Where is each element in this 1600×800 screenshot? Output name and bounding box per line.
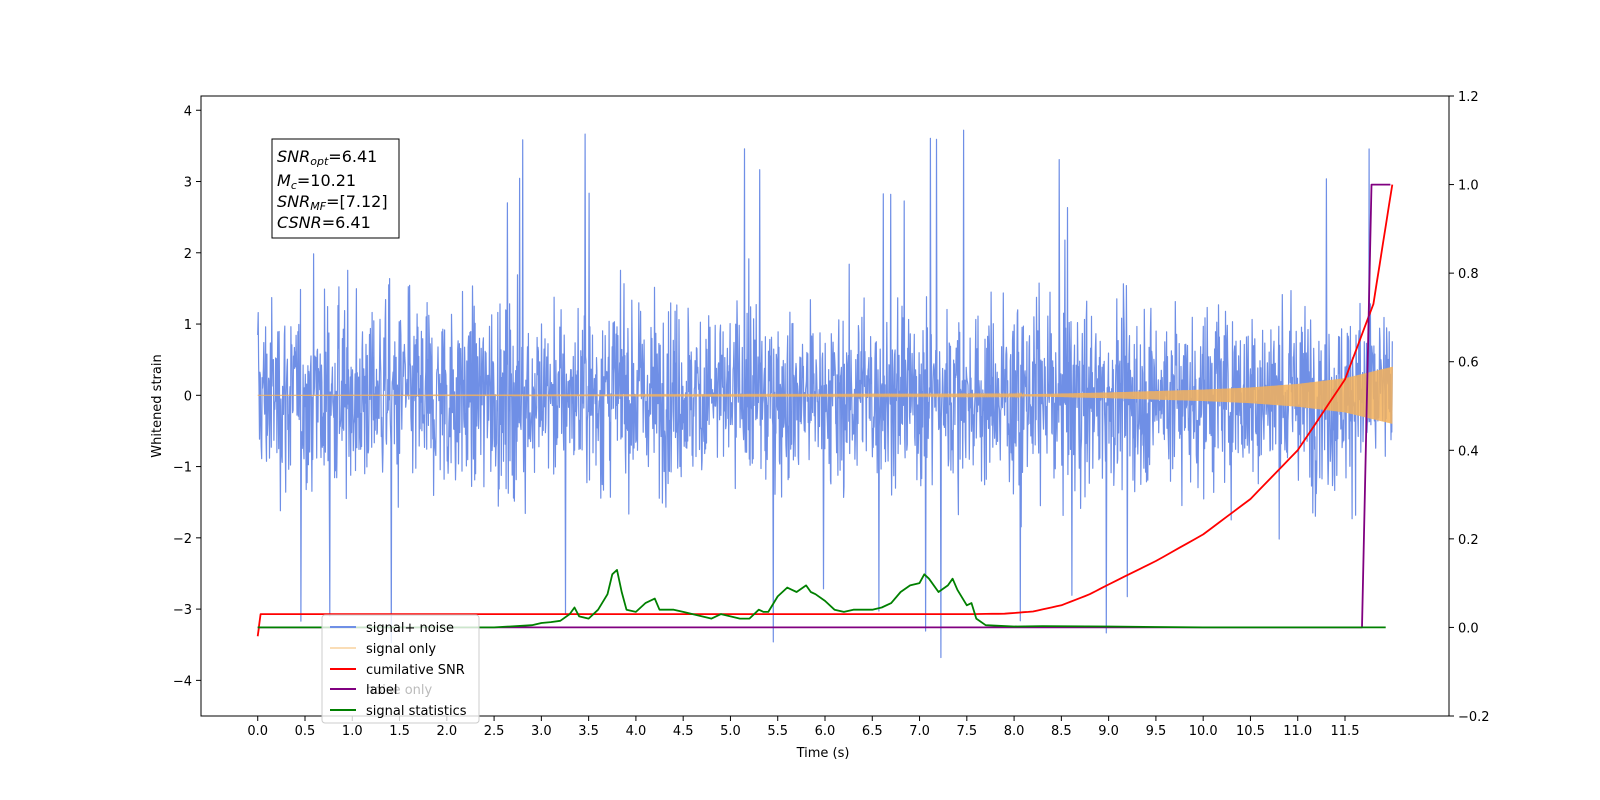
annotation-csnr: CSNR=6.41 <box>277 213 371 232</box>
y-left-tick-label: −1 <box>173 461 192 476</box>
y-right-tick-label: 0.8 <box>1458 267 1479 282</box>
x-tick-label: 10.5 <box>1236 724 1265 739</box>
x-tick-label: 6.5 <box>862 724 883 739</box>
y-axis-left: 4 3 2 1 0 −1 −2 −3 −4 <box>173 104 201 689</box>
y-left-tick-label: 4 <box>184 104 192 119</box>
y-left-tick-label: 1 <box>184 318 192 333</box>
x-tick-label: 0.0 <box>247 724 268 739</box>
legend-hidden-entry: noise only <box>366 683 433 698</box>
y-left-tick-label: 0 <box>184 389 192 404</box>
x-tick-label: 8.5 <box>1051 724 1072 739</box>
y-left-tick-label: −3 <box>173 603 192 618</box>
snr-annotation-box: SNRopt=6.41 Mc=10.21 SNRMF=[7.12] CSNR=6… <box>271 138 400 239</box>
y-axis-left-label: Whitened strain <box>150 354 165 457</box>
x-tick-label: 3.5 <box>578 724 599 739</box>
legend-label-signal-only: signal only <box>366 642 436 657</box>
y-right-tick-label: 0.4 <box>1458 444 1479 459</box>
x-tick-label: 9.0 <box>1098 724 1119 739</box>
y-left-tick-label: −2 <box>173 532 192 547</box>
label-line <box>257 183 1391 629</box>
signal-statistics-line <box>257 569 1386 629</box>
x-tick-label: 2.0 <box>436 724 457 739</box>
legend-label-signal-statistics: signal statistics <box>366 704 467 719</box>
x-tick-label: 3.0 <box>531 724 552 739</box>
annotation-frame <box>271 138 400 239</box>
cumulative-snr-line <box>256 184 1394 637</box>
y-right-tick-label: 1.2 <box>1458 90 1479 105</box>
annotation-snr-mf: SNRMF=[7.12] <box>277 192 388 213</box>
legend: noise only signal+ noise signal only cumil… <box>321 614 480 724</box>
y-right-tick-label: 0.2 <box>1458 533 1479 548</box>
y-right-tick-label: 0.0 <box>1458 621 1479 636</box>
x-tick-label: 2.5 <box>484 724 505 739</box>
x-tick-label: 7.0 <box>909 724 930 739</box>
x-tick-label: 4.0 <box>626 724 647 739</box>
y-left-tick-label: −4 <box>173 674 192 689</box>
x-tick-label: 5.5 <box>767 724 788 739</box>
x-tick-label: 1.0 <box>342 724 363 739</box>
y-axis-right: 1.2 1.0 0.8 0.6 0.4 0.2 0.0 −0.2 <box>1449 90 1490 725</box>
x-axis: 0.0 0.5 1.0 1.5 2.0 2.5 3.0 3.5 4.0 4.5 5.0 5.5 6.0 6… <box>247 716 1359 739</box>
signal-only-line <box>257 366 1393 424</box>
x-tick-label: 6.0 <box>815 724 836 739</box>
y-right-tick-label: 0.6 <box>1458 356 1479 371</box>
x-tick-label: 5.0 <box>720 724 741 739</box>
legend-label-label: label <box>366 683 397 698</box>
x-tick-label: 1.5 <box>389 724 410 739</box>
y-left-tick-label: 3 <box>184 176 192 191</box>
x-tick-label: 9.5 <box>1146 724 1167 739</box>
x-tick-label: 0.5 <box>295 724 316 739</box>
x-tick-label: 10.0 <box>1189 724 1218 739</box>
plot-area <box>256 129 1394 659</box>
x-tick-label: 4.5 <box>673 724 694 739</box>
x-axis-label: Time (s) <box>796 746 850 761</box>
annotation-chirp-mass: Mc=10.21 <box>277 171 356 192</box>
x-tick-label: 7.5 <box>956 724 977 739</box>
y-left-tick-label: 2 <box>184 247 192 262</box>
x-tick-label: 11.0 <box>1283 724 1312 739</box>
legend-label-signal-noise: signal+ noise <box>366 621 454 636</box>
legend-frame <box>321 614 480 724</box>
y-right-tick-label: −0.2 <box>1458 710 1490 725</box>
y-right-tick-label: 1.0 <box>1458 179 1479 194</box>
annotation-snr-opt: SNRopt=6.41 <box>277 147 377 168</box>
legend-label-cumulative-snr: cumilative SNR <box>366 663 465 678</box>
x-tick-label: 11.5 <box>1331 724 1360 739</box>
x-tick-label: 8.0 <box>1004 724 1025 739</box>
